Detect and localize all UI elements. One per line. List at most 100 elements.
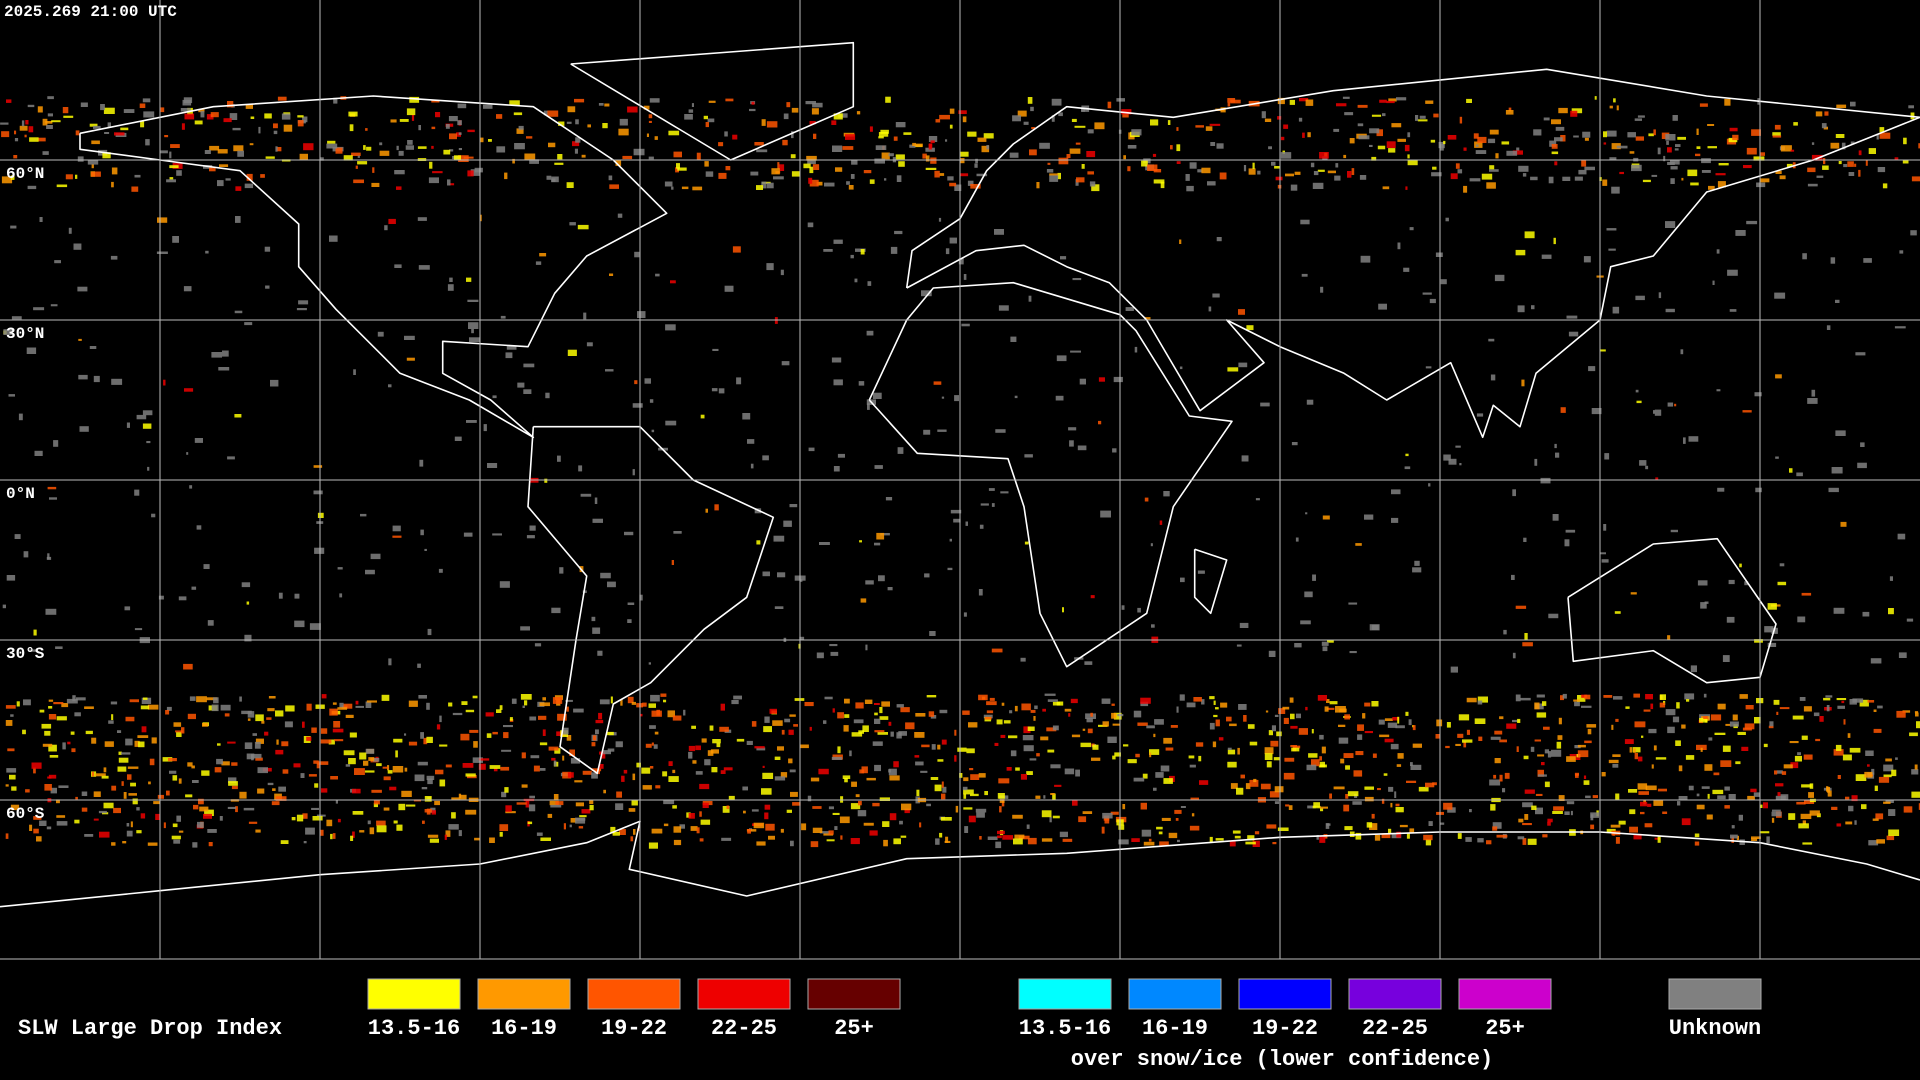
cloud-pixel xyxy=(84,706,94,709)
cloud-pixel xyxy=(1530,746,1535,752)
cloud-pixel xyxy=(1768,725,1774,729)
cloud-pixel xyxy=(393,738,403,743)
cloud-pixel xyxy=(334,739,344,742)
cloud-pixel xyxy=(865,644,868,651)
cloud-pixel xyxy=(627,619,632,623)
cloud-pixel xyxy=(968,722,978,728)
cloud-pixel xyxy=(1317,169,1325,172)
cloud-pixel xyxy=(1445,745,1450,749)
cloud-pixel xyxy=(705,171,714,177)
cloud-pixel xyxy=(1640,811,1645,815)
cloud-pixel xyxy=(1871,768,1875,775)
cloud-pixel xyxy=(1670,178,1675,184)
cloud-pixel xyxy=(231,762,238,766)
cloud-pixel xyxy=(270,379,279,387)
cloud-pixel xyxy=(1631,164,1642,172)
cloud-pixel xyxy=(1751,836,1761,839)
cloud-pixel xyxy=(126,823,130,827)
cloud-pixel xyxy=(1399,824,1408,828)
cloud-pixel xyxy=(1699,718,1708,723)
cloud-pixel xyxy=(1801,784,1812,788)
cloud-pixel xyxy=(832,708,835,713)
cloud-pixel xyxy=(563,823,566,830)
cloud-pixel xyxy=(888,769,891,773)
cloud-pixel xyxy=(1429,298,1436,304)
cloud-pixel xyxy=(559,567,564,574)
cloud-pixel xyxy=(98,810,107,814)
cloud-pixel xyxy=(719,726,729,732)
cloud-pixel xyxy=(1364,702,1371,707)
cloud-pixel xyxy=(1852,698,1864,703)
coastline xyxy=(868,281,1233,668)
cloud-pixel xyxy=(1477,838,1484,843)
cloud-pixel xyxy=(1185,174,1190,181)
cloud-pixel xyxy=(456,132,461,137)
cloud-pixel xyxy=(786,809,792,813)
cloud-pixel xyxy=(1300,219,1310,225)
cloud-pixel xyxy=(962,710,970,715)
cloud-pixel xyxy=(275,146,278,152)
cloud-pixel xyxy=(529,525,536,531)
cloud-pixel xyxy=(765,823,775,831)
cloud-pixel xyxy=(557,154,563,160)
cloud-pixel xyxy=(1227,761,1237,768)
cloud-pixel xyxy=(1615,793,1620,801)
cloud-pixel xyxy=(1294,171,1301,175)
cloud-pixel xyxy=(232,127,241,131)
cloud-pixel xyxy=(218,367,230,371)
cloud-pixel xyxy=(229,113,238,120)
cloud-pixel xyxy=(1489,165,1495,170)
cloud-pixel xyxy=(72,695,76,702)
cloud-pixel xyxy=(137,735,149,738)
cloud-pixel xyxy=(227,456,235,460)
cloud-pixel xyxy=(828,806,834,810)
cloud-pixel xyxy=(1076,177,1085,183)
cloud-pixel xyxy=(1830,142,1840,149)
cloud-pixel xyxy=(766,182,774,189)
cloud-pixel xyxy=(1642,179,1651,183)
cloud-pixel xyxy=(1555,452,1560,458)
cloud-pixel xyxy=(935,119,941,123)
cloud-pixel xyxy=(645,743,652,748)
cloud-pixel xyxy=(1821,123,1827,129)
cloud-pixel xyxy=(130,821,133,828)
cloud-pixel xyxy=(603,789,606,794)
cloud-pixel xyxy=(808,177,813,184)
cloud-pixel xyxy=(317,512,324,518)
cloud-pixel xyxy=(283,124,293,132)
cloud-pixel xyxy=(750,463,754,469)
cloud-pixel xyxy=(1305,512,1308,515)
cloud-pixel xyxy=(1177,839,1180,843)
cloud-pixel xyxy=(1359,175,1367,180)
cloud-pixel xyxy=(996,719,1003,725)
cloud-pixel xyxy=(1355,832,1362,840)
cloud-pixel xyxy=(1141,160,1148,167)
cloud-pixel xyxy=(389,786,397,791)
cloud-pixel xyxy=(90,171,101,177)
cloud-pixel xyxy=(357,155,360,158)
cloud-pixel xyxy=(1260,402,1270,407)
cloud-pixel xyxy=(1823,158,1826,165)
cloud-pixel xyxy=(964,826,969,833)
cloud-pixel xyxy=(1574,701,1580,707)
cloud-pixel xyxy=(156,251,168,254)
cloud-pixel xyxy=(110,701,118,705)
cloud-pixel xyxy=(305,827,315,835)
cloud-pixel xyxy=(829,644,838,647)
cloud-pixel xyxy=(294,593,300,599)
cloud-pixel xyxy=(398,150,404,156)
cloud-pixel xyxy=(102,152,111,159)
cloud-pixel xyxy=(649,725,656,729)
cloud-pixel xyxy=(1544,749,1549,754)
cloud-pixel xyxy=(1909,732,1918,737)
cloud-pixel xyxy=(505,805,512,812)
cloud-pixel xyxy=(1349,651,1357,654)
cloud-pixel xyxy=(118,751,122,755)
cloud-pixel xyxy=(1701,170,1711,173)
cloud-pixel xyxy=(850,174,855,179)
cloud-pixel xyxy=(1463,185,1468,193)
cloud-pixel xyxy=(1391,517,1399,523)
cloud-pixel xyxy=(839,816,850,824)
cloud-pixel xyxy=(333,721,341,728)
cloud-pixel xyxy=(376,825,387,833)
